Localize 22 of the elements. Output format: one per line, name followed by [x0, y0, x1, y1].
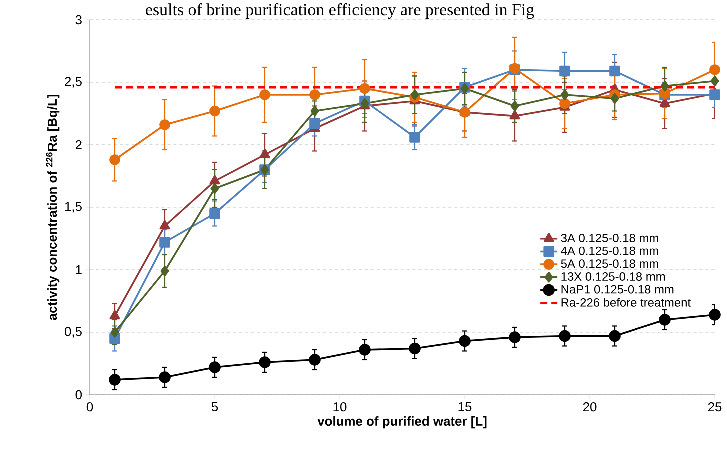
text: esults of brine purification efficiency are presented in Fig — [146, 4, 534, 20]
y-tick-label: 3 — [76, 15, 82, 25]
x-tick-label: 10 — [334, 402, 347, 412]
x-axis-title: volume of purified water [L] — [318, 416, 487, 429]
legend-label: 5A 0.125-0.18 mm — [561, 260, 658, 268]
legend-label: 3A 0.125-0.18 mm — [561, 234, 658, 242]
x-tick-label: 25 — [708, 402, 722, 412]
y-tick-label: 0 — [76, 390, 82, 400]
x-tick-label: 20 — [583, 402, 597, 412]
y-tick-label: 2,5 — [65, 77, 82, 88]
legend-label: 13X 0.125-0.18 mm — [562, 272, 666, 281]
legend-label: Ra-226 before treatment — [562, 298, 691, 307]
y-tick-label: 1 — [76, 266, 82, 274]
x-tick-label: 0 — [86, 402, 94, 412]
x-tick-label: 5 — [212, 402, 218, 412]
x-tick-label: 15 — [458, 402, 472, 412]
y-tick-label: 1,5 — [65, 202, 82, 213]
y-axis-title: activity concentration of $^{226}$Ra [Bq/L] — [46, 94, 60, 320]
legend-label: NaP1 0.125-0.18 mm — [562, 285, 674, 294]
y-tick-label: 2 — [76, 140, 82, 150]
y-tick-label: 0,5 — [64, 327, 82, 338]
legend-label: 4A 0.125-0.18 mm — [561, 246, 658, 256]
